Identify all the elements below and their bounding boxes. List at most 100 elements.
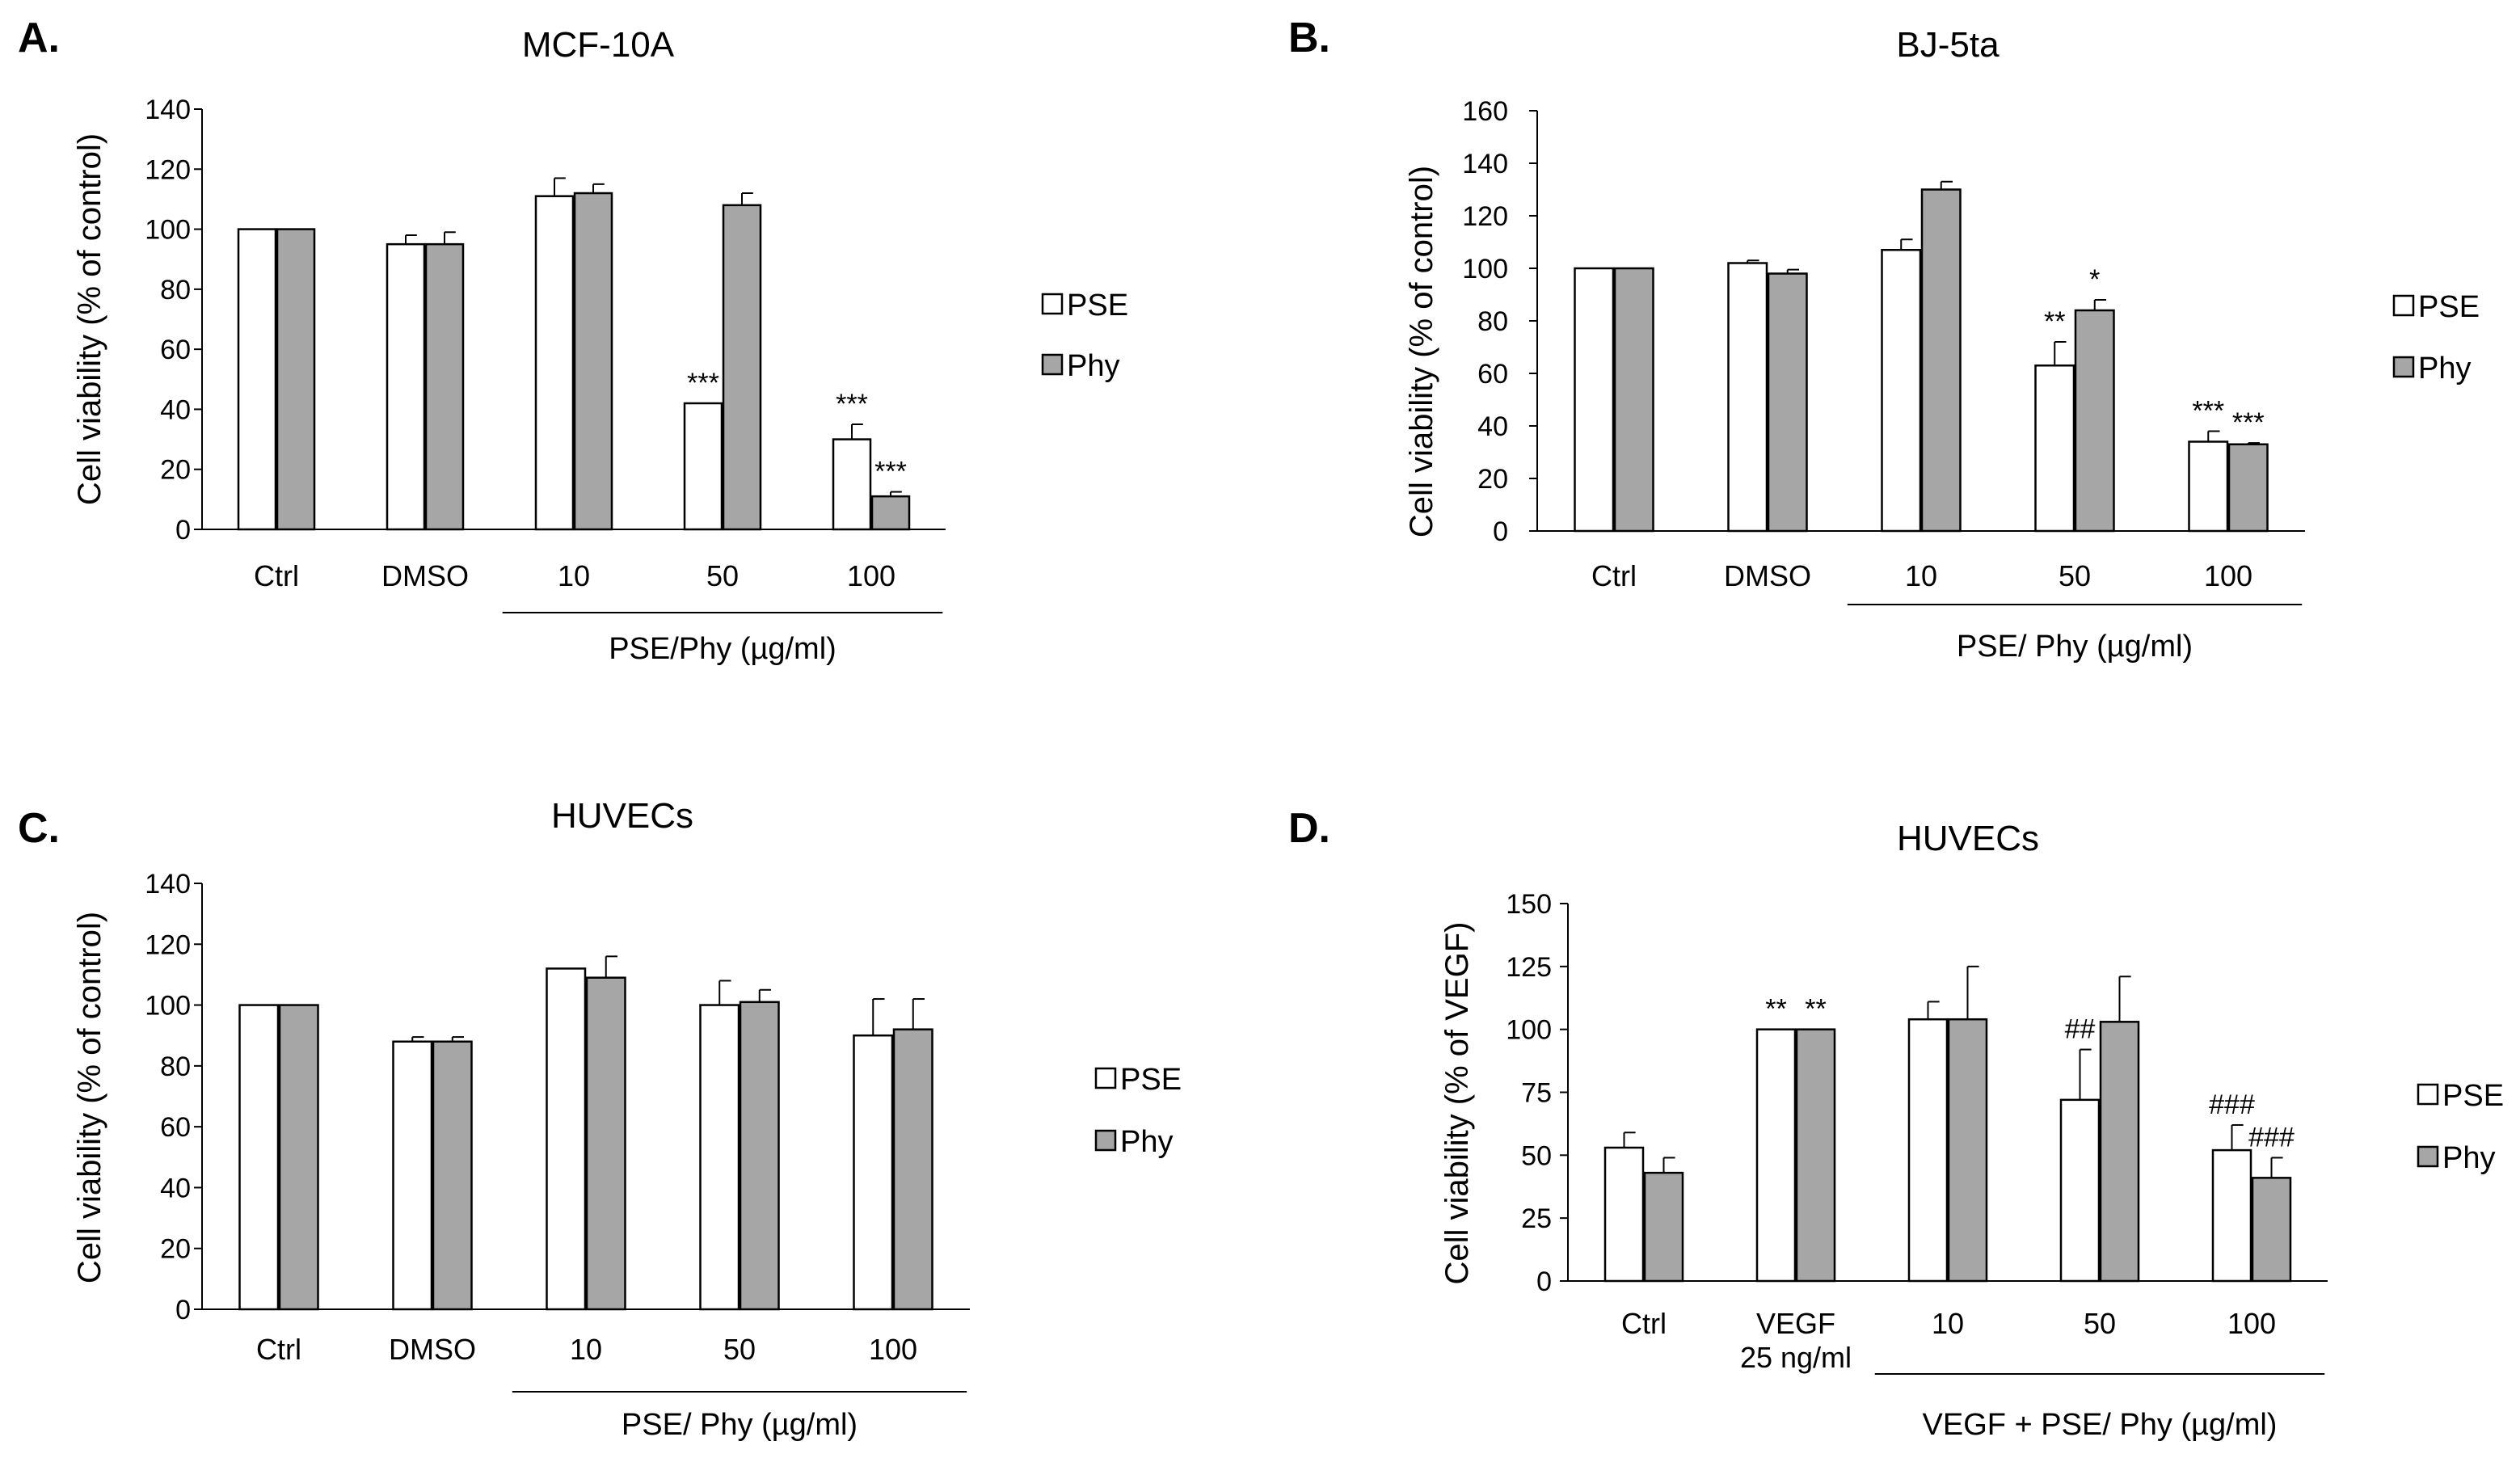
bar-pse — [2059, 1098, 2101, 1283]
x-axis-title: PSE/ Phy (µg/ml) — [622, 1408, 858, 1442]
legend-label: PSE — [1120, 1063, 1182, 1097]
x-axis-title: PSE/ Phy (µg/ml) — [1957, 630, 2193, 664]
y-axis-title: Cell viability (% of control) — [72, 912, 107, 1283]
y-tick-label: 0 — [175, 515, 191, 546]
legend-swatch-pse — [2417, 1083, 2439, 1106]
x-tick-label: 100 — [2227, 1307, 2276, 1340]
y-tick-label: 120 — [145, 929, 191, 960]
x-axis-title: VEGF + PSE/ Phy (µg/ml) — [1923, 1408, 2278, 1442]
bar-pse — [2188, 440, 2229, 533]
significance-mark: *** — [2232, 407, 2265, 438]
panel-label: B. — [1288, 15, 1330, 61]
x-tick-label: DMSO — [389, 1333, 476, 1366]
y-tick-label: 40 — [160, 1173, 191, 1203]
significance-mark: *** — [836, 389, 868, 419]
bar-pse — [1574, 267, 1615, 533]
x-tick-label: 50 — [2059, 559, 2091, 592]
y-tick-label: 0 — [1493, 516, 1508, 547]
y-tick-label: 60 — [1477, 359, 1508, 390]
bar-phy — [1643, 1171, 1684, 1283]
y-tick-label: 0 — [1536, 1266, 1552, 1297]
y-axis-title: Cell viability (% of control) — [72, 133, 107, 505]
y-tick-label: 150 — [1506, 889, 1552, 920]
x-tick-label: 10 — [1932, 1307, 1964, 1340]
panel-label: D. — [1288, 805, 1330, 852]
legend-label: Phy — [2418, 352, 2471, 386]
legend-label: Phy — [1120, 1125, 1173, 1159]
bar-pse — [2034, 364, 2075, 533]
bar-phy — [722, 204, 762, 531]
bar-phy — [276, 228, 316, 531]
y-tick-label: 40 — [1477, 411, 1508, 442]
bar-phy — [2227, 443, 2269, 533]
y-tick-label: 80 — [1477, 306, 1508, 337]
legend-label: PSE — [1067, 289, 1128, 322]
y-tick-label: 60 — [160, 335, 191, 365]
bar-phy — [1613, 267, 1654, 533]
x-tick-label: DMSO — [381, 559, 469, 592]
bar-phy — [1920, 188, 1962, 533]
x-tick-label: 10 — [558, 559, 590, 592]
significance-mark: *** — [687, 368, 719, 398]
legend-swatch-phy — [1094, 1129, 1117, 1152]
y-axis-title: Cell viability (% of VEGF) — [1439, 922, 1475, 1285]
bar-pse — [1755, 1028, 1797, 1283]
bar-pse — [1881, 249, 1922, 533]
legend-swatch-pse — [1041, 293, 1064, 315]
y-tick-label: 80 — [160, 1051, 191, 1082]
panel-2: B. BJ-5ta Cell viability (% of control) 0 20… — [1288, 15, 2480, 664]
significance-mark: *** — [874, 457, 907, 487]
y-tick-label: 125 — [1506, 952, 1552, 983]
significance-mark: ** — [2044, 306, 2065, 337]
significance-mark: *** — [2192, 396, 2224, 427]
significance-mark: ** — [1765, 994, 1786, 1025]
chart-title: MCF-10A — [522, 25, 675, 65]
bar-pse — [392, 1040, 433, 1311]
bar-phy — [432, 1040, 473, 1311]
legend-swatch-pse — [1094, 1067, 1117, 1089]
panel-4: D. HUVECs Cell viability (% of VEGF) 0 25 50 7… — [1288, 805, 2504, 1442]
chart-title: HUVECs — [1897, 819, 2039, 858]
y-tick-label: 100 — [145, 991, 191, 1022]
x-tick-label: 100 — [869, 1333, 917, 1366]
panel-3: C. HUVECs Cell viability (% of control) 0 20… — [18, 796, 1182, 1442]
bar-phy — [739, 1001, 780, 1311]
bar-pse — [699, 1004, 740, 1311]
bar-phy — [2251, 1177, 2292, 1283]
bar-phy — [1795, 1028, 1836, 1283]
bar-pse — [1907, 1018, 1949, 1283]
x-axis-title: PSE/Phy (µg/ml) — [609, 632, 836, 666]
panel-1: A. MCF-10A Cell viability (% of control) 0 2… — [18, 15, 1128, 666]
x-tick-label: Ctrl — [1621, 1307, 1667, 1340]
x-tick-label: 50 — [723, 1333, 756, 1366]
panel-label: C. — [18, 805, 60, 852]
bar-pse — [1603, 1146, 1645, 1283]
y-tick-label: 140 — [145, 869, 191, 900]
x-tick-label: Ctrl — [1591, 559, 1637, 592]
x-tick-label: DMSO — [1724, 559, 1811, 592]
significance-mark: ** — [1805, 994, 1826, 1025]
y-tick-label: 75 — [1521, 1078, 1552, 1109]
x-tick-label: 25 ng/ml — [1740, 1341, 1852, 1374]
y-tick-label: 20 — [160, 455, 191, 486]
bar-phy — [573, 192, 613, 531]
y-tick-label: 100 — [1506, 1015, 1552, 1046]
y-tick-label: 120 — [1462, 201, 1508, 232]
bar-pse — [534, 195, 575, 531]
legend-label: PSE — [2418, 290, 2480, 324]
y-tick-label: 140 — [145, 95, 191, 125]
bar-phy — [870, 495, 911, 531]
y-tick-label: 20 — [1477, 464, 1508, 495]
x-tick-label: 100 — [847, 559, 895, 592]
significance-mark: ### — [2209, 1089, 2255, 1120]
bar-pse — [853, 1034, 894, 1311]
legend-swatch-phy — [2417, 1145, 2439, 1168]
panel-label: A. — [18, 15, 60, 61]
x-tick-label: 50 — [706, 559, 739, 592]
y-tick-label: 160 — [1462, 96, 1508, 127]
significance-mark: * — [2089, 264, 2100, 295]
bar-phy — [1767, 272, 1808, 533]
legend-swatch-phy — [1041, 353, 1064, 376]
bar-pse — [1727, 262, 1768, 533]
